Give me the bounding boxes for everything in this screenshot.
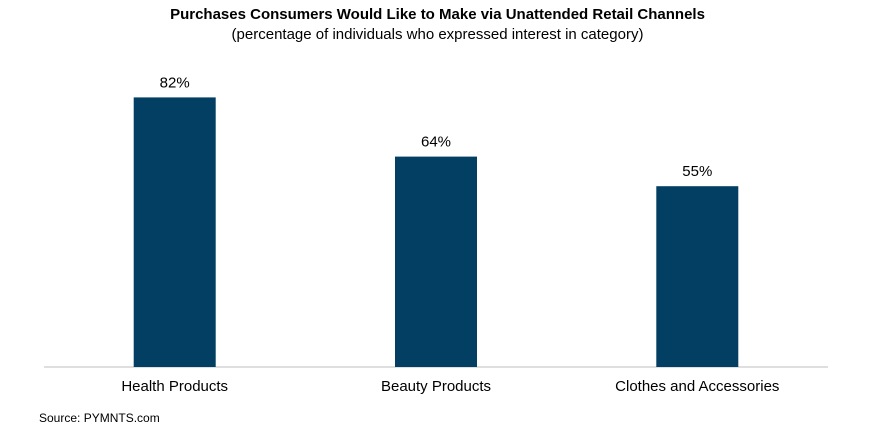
bar-beauty-products xyxy=(395,156,477,367)
data-label: 55% xyxy=(682,163,712,180)
data-label: 82% xyxy=(160,74,190,91)
bar-group: 82% Health Products 64% Beauty Products 55% C… xyxy=(121,74,779,395)
source-note: Source: PYMNTS.com xyxy=(39,411,160,425)
data-label: 64% xyxy=(421,134,451,151)
bar-health-products xyxy=(133,97,216,368)
bar-clothes-and-accessories xyxy=(656,186,739,367)
chart-subtitle: (percentage of individuals who expressed… xyxy=(231,26,644,43)
category-label: Clothes and Accessories xyxy=(615,378,779,395)
category-label: Beauty Products xyxy=(381,378,491,395)
category-label: Health Products xyxy=(121,378,228,395)
chart-title: Purchases Consumers Would Like to Make v… xyxy=(170,6,705,23)
